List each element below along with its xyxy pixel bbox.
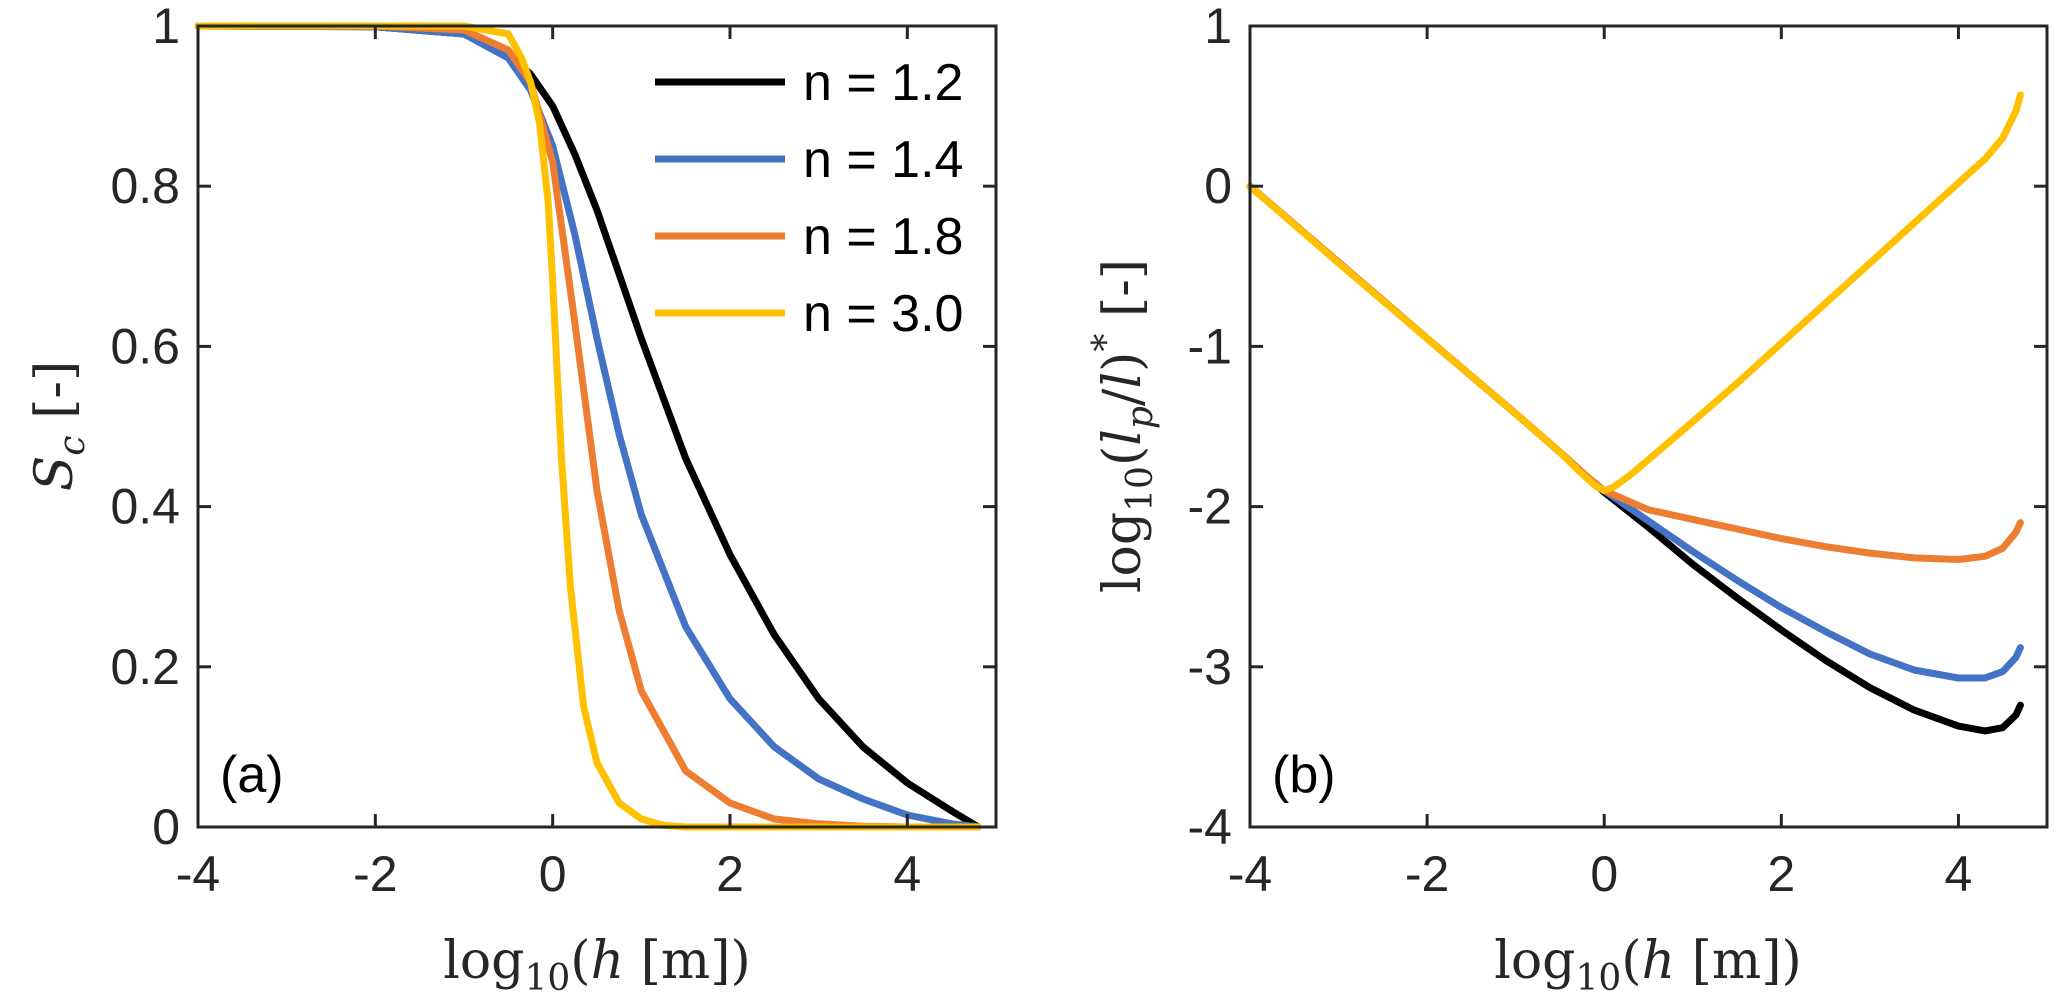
y-tick-label-b-0: -4 xyxy=(1188,799,1232,855)
x-tick-label-a-0: -4 xyxy=(176,846,220,902)
axes-box-b xyxy=(1248,24,2049,829)
y-tick-label-a-0: 0 xyxy=(152,799,180,855)
legend-label-0: n = 1.2 xyxy=(803,54,963,112)
curves-b xyxy=(1246,91,2024,735)
x-axis-label-b: log10(h [m]) xyxy=(1494,931,1802,999)
y-tick-label-b-5: 1 xyxy=(1204,0,1232,54)
x-tick-label-a-3: 2 xyxy=(716,846,744,902)
y-tick-label-a-3: 0.6 xyxy=(110,318,180,374)
series-line-a-1 xyxy=(194,22,982,831)
y-tick-label-b-3: -1 xyxy=(1188,318,1232,374)
y-tick-label-b-1: -3 xyxy=(1188,639,1232,695)
x-tick-label-b-0: -4 xyxy=(1228,846,1272,902)
axes-box-a xyxy=(196,24,998,829)
legend-label-3: n = 3.0 xyxy=(803,285,963,343)
legend-label-1: n = 1.4 xyxy=(803,131,963,189)
x-tick-label-a-1: -2 xyxy=(353,846,397,902)
y-tick-label-b-2: -2 xyxy=(1188,479,1232,535)
x-tick-label-a-2: 0 xyxy=(539,846,567,902)
y-tick-label-a-5: 1 xyxy=(152,0,180,54)
panel-label-a: (a) xyxy=(220,746,284,804)
y-axis-label-b: log10(lp/l)* [-] xyxy=(1086,259,1161,593)
y-tick-label-b-4: 0 xyxy=(1204,158,1232,214)
panel-a: -4 -2 0 2 400.20.40.60.81 n = 1.2n = 1.4n = … xyxy=(25,0,998,999)
panel-b: -4 -2 0 2 4 -4 -3 -2 -1 0 1 (b) log10(h [m]) log10… xyxy=(1086,0,2049,999)
x-tick-label-a-4: 4 xyxy=(893,846,921,902)
legend: n = 1.2 n = 1.4 n = 1.8 n = 3.0 xyxy=(655,54,963,343)
series-line-b-1 xyxy=(1246,182,2024,682)
series-line-b-3 xyxy=(1246,91,2024,495)
legend-label-2: n = 1.8 xyxy=(803,208,963,266)
panel-label-b: (b) xyxy=(1272,746,1336,804)
y-axis-label-a: Sc [-] xyxy=(25,361,93,491)
x-axis-label-a: log10(h [m]) xyxy=(443,931,751,999)
y-tick-label-a-1: 0.2 xyxy=(110,639,180,695)
series-line-b-2 xyxy=(1246,182,2024,563)
y-tick-label-a-2: 0.4 xyxy=(110,479,180,535)
x-tick-label-b-3: 2 xyxy=(1767,846,1795,902)
y-tick-label-a-4: 0.8 xyxy=(110,158,180,214)
x-tick-label-b-2: 0 xyxy=(1590,846,1618,902)
x-tick-label-b-1: -2 xyxy=(1405,846,1449,902)
ticks-b: -4 -2 0 2 4 -4 -3 -2 -1 0 1 xyxy=(1188,0,2047,902)
series-line-b-0 xyxy=(1246,182,2024,735)
x-tick-label-b-4: 4 xyxy=(1945,846,1973,902)
ticks-a: -4 -2 0 2 4 0 0.2 0.4 0.6 0.8 1 xyxy=(110,0,996,902)
